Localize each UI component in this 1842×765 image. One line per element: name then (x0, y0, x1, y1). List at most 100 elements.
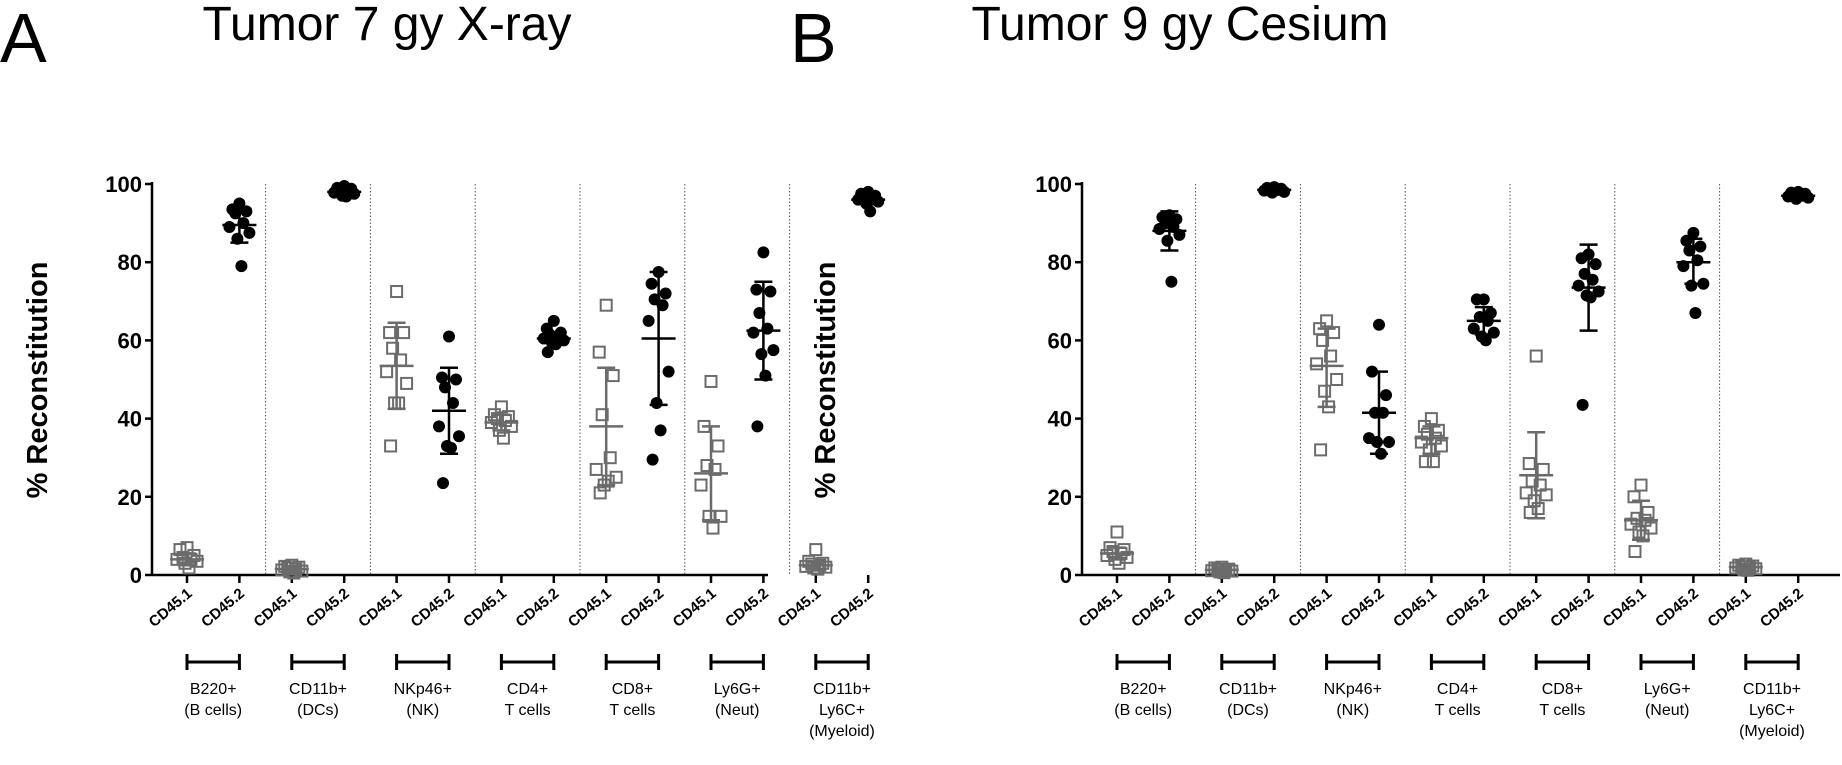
x-tick-label: CD45.1 (1180, 585, 1230, 631)
x-tick-label: CD45.1 (1495, 585, 1545, 631)
data-point-cd45-2 (757, 246, 770, 259)
group-label: T cells (1539, 702, 1585, 719)
data-point-cd45-1 (711, 439, 725, 453)
data-point-cd45-2 (443, 330, 455, 343)
data-point-cd45-1 (1424, 412, 1438, 426)
group-4: CD45.1 CD45.2 CD8+ T cells (1495, 184, 1616, 719)
data-point-cd45-2 (541, 346, 554, 359)
data-point-cd45-1 (599, 298, 613, 312)
data-point-cd45-2 (1584, 291, 1597, 304)
panel-a: A Tumor 7 gy X-ray % Reconstitution 0 20 4… (0, 0, 886, 740)
group-label: CD4+ (1437, 681, 1478, 698)
data-point-cd45-2 (1589, 258, 1602, 271)
data-point-cd45-2 (1576, 398, 1589, 411)
data-point-cd45-1 (1318, 384, 1332, 398)
y-tick-label: 80 (1048, 250, 1072, 275)
data-point-cd45-1 (706, 521, 720, 535)
data-point-cd45-1 (496, 431, 510, 445)
data-point-cd45-2 (235, 260, 248, 273)
data-point-cd45-2 (1373, 318, 1385, 331)
data-point-cd45-1 (606, 369, 620, 383)
x-tick-label: CD45.2 (1757, 585, 1807, 631)
data-point-cd45-1 (1100, 548, 1114, 562)
x-tick-label: CD45.1 (1600, 585, 1650, 631)
group-label: CD11b+ (289, 681, 347, 698)
data-point-cd45-1 (1523, 505, 1537, 519)
y-tick-label: 20 (118, 485, 142, 510)
data-point-cd45-2 (864, 205, 877, 218)
data-point-cd45-1 (1310, 357, 1324, 371)
data-point-cd45-2 (750, 283, 763, 296)
data-point-cd45-2 (223, 221, 236, 234)
data-point-cd45-1 (1324, 349, 1338, 363)
y-tick-label: 100 (105, 172, 142, 197)
data-point-cd45-2 (1470, 293, 1483, 306)
y-tick-label: 40 (1048, 407, 1072, 432)
data-point-cd45-2 (1479, 334, 1492, 347)
y-tick-label: 80 (118, 250, 142, 275)
group-label: (DCs) (297, 702, 339, 719)
panel-title: Tumor 7 gy X-ray (203, 0, 572, 51)
data-point-cd45-1 (383, 326, 397, 340)
data-point-cd45-2 (1153, 222, 1166, 235)
group-1: CD45.1 CD45.2 CD11b+ (DCs) (250, 179, 371, 719)
data-point-cd45-2 (450, 373, 462, 386)
data-point-cd45-1 (1641, 505, 1655, 519)
data-point-cd45-2 (1697, 277, 1710, 290)
data-point-cd45-2 (1383, 436, 1395, 449)
data-point-cd45-1 (1110, 525, 1124, 539)
data-point-cd45-1 (593, 486, 607, 500)
group-label: T cells (505, 702, 551, 719)
data-point-cd45-1 (397, 326, 411, 340)
group-6: CD45.1 CD45.2 CD11b+ Ly6C+ (Myeloid) (1704, 185, 1816, 740)
data-point-cd45-1 (1414, 435, 1428, 449)
data-point-cd45-1 (1632, 525, 1646, 539)
data-point-cd45-1 (592, 345, 606, 359)
group-label: Ly6G+ (714, 681, 761, 698)
data-point-cd45-1 (386, 341, 400, 355)
group-2: CD45.1 CD45.2 NKp46+ (NK) (1285, 184, 1406, 719)
group-label: (Neut) (1645, 702, 1689, 719)
data-point-cd45-2 (764, 285, 777, 298)
data-point-cd45-2 (547, 314, 560, 327)
x-tick-label: CD45.2 (1547, 585, 1597, 631)
data-point-cd45-1 (589, 462, 603, 476)
y-tick-label: 60 (1048, 328, 1072, 353)
x-tick-label: CD45.2 (1338, 585, 1388, 631)
data-point-cd45-1 (1519, 486, 1533, 500)
x-tick-label: CD45.2 (512, 585, 562, 631)
group-label: T cells (1435, 702, 1481, 719)
x-tick-label: CD45.1 (1704, 585, 1754, 631)
data-point-cd45-1 (388, 396, 402, 410)
data-point-cd45-2 (1685, 279, 1698, 292)
data-point-cd45-2 (645, 277, 658, 290)
data-point-cd45-2 (1689, 307, 1702, 320)
data-point-cd45-2 (445, 441, 457, 454)
data-point-cd45-1 (1320, 314, 1334, 328)
group-label: Ly6C+ (819, 702, 865, 719)
data-point-cd45-1 (1636, 529, 1650, 543)
group-label: CD11b+ (813, 681, 871, 698)
x-tick-label: CD45.2 (827, 585, 877, 631)
x-tick-label: CD45.2 (1442, 585, 1492, 631)
data-point-cd45-2 (243, 226, 256, 239)
data-point-cd45-1 (1536, 462, 1550, 476)
x-tick-label: CD45.2 (1128, 585, 1178, 631)
data-point-cd45-1 (603, 451, 617, 465)
data-point-cd45-1 (1418, 455, 1432, 469)
data-point-cd45-2 (436, 371, 448, 384)
data-point-cd45-1 (384, 439, 398, 453)
x-tick-label: CD45.2 (1233, 585, 1283, 631)
group-label: (NK) (1336, 702, 1369, 719)
x-tick-label: CD45.1 (670, 585, 720, 631)
y-tick-label: 60 (118, 328, 142, 353)
x-tick-label: CD45.1 (355, 585, 405, 631)
data-point-cd45-1 (1627, 490, 1641, 504)
group-label: (B cells) (184, 702, 242, 719)
data-point-cd45-1 (1112, 556, 1126, 570)
data-point-cd45-1 (182, 561, 196, 575)
data-point-cd45-1 (400, 376, 414, 390)
x-tick-label: CD45.2 (617, 585, 667, 631)
group-label: Ly6G+ (1644, 681, 1691, 698)
